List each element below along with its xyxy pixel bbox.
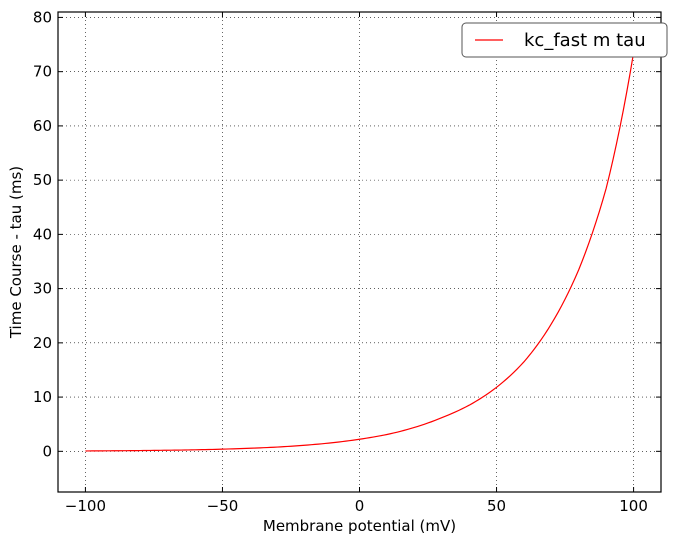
x-tick-label: −50 (207, 497, 239, 515)
y-tick-label: 20 (33, 334, 52, 352)
ticks: −100 −50 0 50 100 0 10 20 30 40 50 60 70 80 (33, 8, 661, 515)
series-layer (85, 52, 635, 452)
y-tick-label: 40 (33, 225, 52, 243)
x-tick-label: 50 (487, 497, 506, 515)
y-tick-label: 80 (33, 8, 52, 26)
grid (58, 12, 661, 492)
y-tick-label: 50 (33, 171, 52, 189)
y-tick-label: 10 (33, 388, 52, 406)
y-tick-label: 70 (33, 63, 52, 81)
x-tick-label: −100 (65, 497, 106, 515)
x-axis-label: Membrane potential (mV) (263, 517, 456, 535)
x-tick-label: 0 (355, 497, 365, 515)
series-line (85, 52, 635, 452)
y-axis-label: Time Course - tau (ms) (7, 166, 25, 339)
y-tick-label: 60 (33, 117, 52, 135)
y-tick-label: 0 (42, 442, 52, 460)
legend-box (461, 22, 668, 58)
legend-label: kc_fast m tau (524, 30, 646, 51)
x-tick-label: 100 (619, 497, 648, 515)
legend: kc_fast m tau (461, 22, 668, 58)
y-tick-label: 30 (33, 280, 52, 298)
